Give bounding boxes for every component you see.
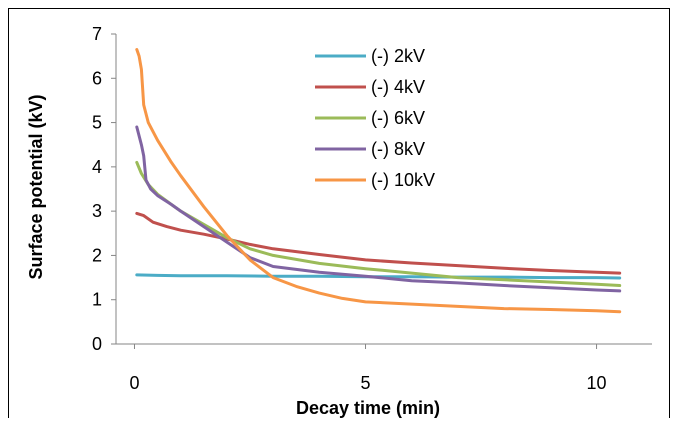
y-tick-label: 6: [92, 68, 102, 88]
legend-label-2kv: (-) 2kV: [371, 46, 425, 66]
y-tick-label: 0: [92, 334, 102, 354]
y-tick-label: 4: [92, 157, 102, 177]
x-tick-label: 10: [587, 373, 607, 393]
y-tick-label: 3: [92, 201, 102, 221]
y-tick-label: 1: [92, 290, 102, 310]
x-ticks: 0 5 10: [129, 344, 607, 393]
x-axis-title: Decay time (min): [296, 398, 440, 418]
legend-label-4kv: (-) 4kV: [371, 77, 425, 97]
legend-label-6kv: (-) 6kV: [371, 108, 425, 128]
y-axis-title: Surface potential (kV): [26, 94, 46, 279]
legend-label-8kv: (-) 8kV: [371, 139, 425, 159]
chart-frame: [8, 8, 670, 418]
legend-label-10kv: (-) 10kV: [371, 170, 435, 190]
series-line-10kv: [135, 48, 622, 314]
y-tick-label: 5: [92, 113, 102, 133]
y-tick-label: 7: [92, 24, 102, 44]
axes: [115, 34, 652, 345]
x-tick-label: 0: [129, 373, 139, 393]
y-tick-label: 2: [92, 245, 102, 265]
series-lines: [135, 48, 622, 314]
x-tick-label: 5: [361, 373, 371, 393]
series-line-4kv: [135, 211, 622, 275]
legend: (-) 2kV (-) 4kV (-) 6kV (-) 8kV (-) 10kV: [315, 46, 435, 190]
y-ticks: 0 1 2 3 4 5 6 7: [92, 24, 116, 354]
